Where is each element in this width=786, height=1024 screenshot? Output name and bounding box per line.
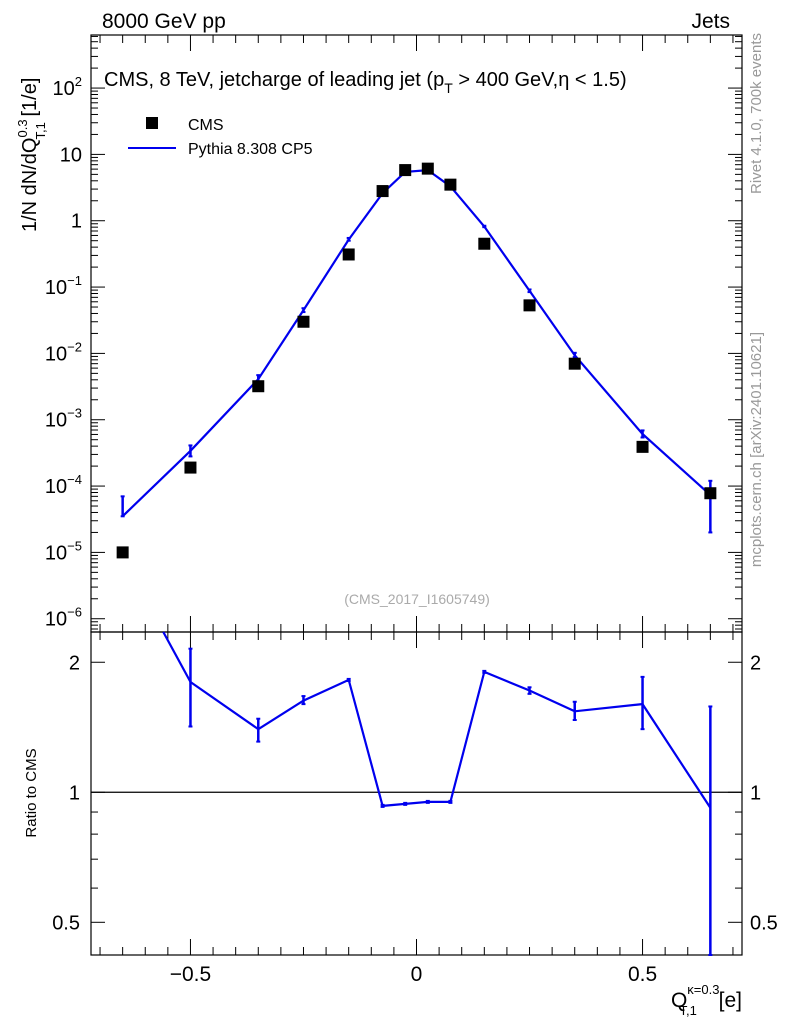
x-tick-label: 0 [411, 963, 423, 986]
main-y-tick-label: 10−4 [45, 472, 82, 498]
cms-data-point [478, 237, 491, 250]
cms-data-point [116, 546, 129, 559]
x-tick-label: −0.5 [170, 963, 211, 986]
cms-data-point [376, 185, 389, 198]
cms-data-point [421, 162, 434, 175]
main-y-tick-label-base: 10 [45, 476, 67, 498]
x-tick-label: 0.5 [628, 963, 657, 986]
main-y-tick-label: 10−1 [45, 273, 82, 299]
legend: CMS Pythia 8.308 CP5 [128, 117, 313, 158]
y-label-sup: 0.3 [15, 119, 30, 137]
chart-title-main: CMS, 8 TeV, jetcharge of leading jet (p [104, 69, 444, 91]
cms-data-point [184, 461, 197, 474]
cms-data-point [523, 299, 536, 312]
main-y-tick-label: 10−3 [45, 406, 82, 432]
x-label-unit: [e] [713, 989, 742, 1012]
cms-data-point [252, 380, 265, 393]
main-y-tick-label-base: 10 [45, 410, 67, 432]
y-label-unit: [1/e] [19, 78, 41, 122]
main-y-tick-label-exp: −6 [67, 605, 82, 620]
ratio-y-tick-labels: 0.5 0.5 1 1 2 2 [52, 652, 778, 934]
cms-data-point [636, 440, 649, 453]
main-y-tick-label-exp: −2 [67, 339, 82, 354]
main-y-tick-label: 10−5 [45, 538, 82, 564]
mcplots-label: mcplots.cern.ch [arXiv:2401.10621] [748, 332, 765, 567]
main-y-tick-label-base: 10 [45, 542, 67, 564]
main-y-tick-label-exp: −3 [67, 406, 82, 421]
ratio-plot-marks [91, 631, 742, 956]
x-label-sup: κ=0.3 [687, 982, 719, 997]
cms-data-point [444, 178, 457, 191]
ratio-axis-ticks [91, 632, 742, 955]
cms-data-point [399, 164, 412, 177]
main-y-tick-label-exp: 2 [75, 74, 82, 89]
main-y-tick-label-base: 10 [45, 609, 67, 631]
x-axis-label: Qκ=0.3 T,1 [e] [671, 982, 742, 1018]
ratio-y-tick-label-right: 2 [750, 652, 761, 674]
main-y-tick-label-base: 10 [53, 78, 75, 100]
legend-cms-marker [146, 117, 158, 129]
main-y-tick-label: 10−2 [45, 339, 82, 365]
x-tick-labels: −0.5 0 0.5 [170, 963, 657, 986]
analysis-watermark: (CMS_2017_I1605749) [344, 591, 490, 607]
rivet-label: Rivet 4.1.0, 700k events [748, 33, 765, 194]
header-right: Jets [691, 10, 730, 33]
cms-data-point [297, 315, 310, 328]
chart-title-rest: > 400 GeV,η < 1.5) [453, 69, 627, 91]
cms-data-point [568, 357, 581, 370]
chart-title-sub: T [444, 80, 453, 96]
main-y-tick-label: 10−6 [45, 605, 82, 631]
main-axis-ticks [91, 35, 742, 632]
mc-line [121, 168, 712, 518]
main-y-tick-label-base: 10 [45, 277, 67, 299]
legend-cms-label: CMS [188, 117, 224, 134]
y-label-main: 1/N dN/dQ [19, 138, 41, 232]
y-label-sub: T,1 [33, 122, 48, 139]
main-y-tick-label-exp: −5 [67, 538, 82, 553]
main-y-tick-label-exp: −4 [67, 472, 82, 487]
x-label-sub: T,1 [679, 1003, 696, 1018]
ratio-line [162, 631, 712, 809]
main-y-tick-label: 102 [53, 74, 82, 100]
ratio-y-tick-label-left: 1 [69, 782, 80, 804]
main-y-tick-label: 10 [60, 144, 82, 166]
main-y-tick-label-base: 10 [45, 343, 67, 365]
main-y-tick-label: 1 [71, 211, 82, 233]
ratio-y-tick-label-left: 2 [69, 652, 80, 674]
main-y-axis-label: 1/N dN/dQ0.3 T,1 [1/e] [15, 78, 48, 232]
legend-pythia-label: Pythia 8.308 CP5 [188, 141, 313, 158]
main-plot-marks [116, 162, 717, 559]
x-label-main: Q [671, 989, 687, 1012]
ratio-y-axis-label: Ratio to CMS [23, 748, 40, 837]
cms-data-point [704, 487, 717, 500]
chart-title: CMS, 8 TeV, jetcharge of leading jet (pT… [104, 69, 627, 96]
ratio-y-tick-label-right: 0.5 [750, 912, 778, 934]
ratio-y-tick-label-right: 1 [750, 782, 761, 804]
ratio-y-tick-label-left: 0.5 [52, 912, 80, 934]
header-left: 8000 GeV pp [102, 10, 226, 33]
cms-data-point [342, 248, 355, 261]
main-y-tick-label-exp: −1 [67, 273, 82, 288]
